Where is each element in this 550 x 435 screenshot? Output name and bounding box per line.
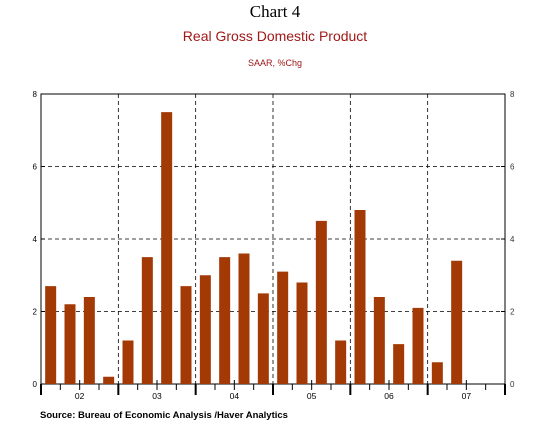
y-tick-label-left: 0 [33,380,38,389]
bar-02Q4 [103,376,115,384]
bar-05Q1 [277,271,289,384]
bar-03Q2 [141,257,153,384]
bar-02Q3 [83,297,95,384]
x-year-label: 02 [75,391,85,401]
bar-06Q3 [393,344,405,384]
bar-02Q1 [45,286,57,384]
bar-05Q4 [335,340,347,384]
bar-02Q2 [64,304,76,384]
chart-subtitle: SAAR, %Chg [247,58,303,68]
x-year-label: 06 [384,391,394,401]
x-year-label: 03 [152,391,162,401]
bar-04Q3 [238,253,250,384]
bar-04Q4 [257,293,269,384]
bar-06Q1 [354,210,366,384]
bar-07Q2 [451,260,463,384]
y-tick-label-left: 2 [33,308,38,317]
chart-title: Real Gross Domestic Product [182,28,368,44]
bar-03Q4 [180,286,192,384]
y-tick-label-right: 8 [510,90,515,99]
x-year-label: 04 [230,391,240,401]
x-year-label: 07 [462,391,472,401]
y-tick-label-left: 8 [33,90,38,99]
y-tick-label-right: 0 [510,380,515,389]
bar-04Q1 [199,275,211,384]
bar-03Q3 [161,112,173,384]
y-tick-label-right: 6 [510,163,515,172]
bar-series [45,112,463,384]
axes: 0 02 24 46 68 802 03 04 05 06 07 [33,90,515,401]
bar-06Q2 [373,297,385,384]
y-tick-label-left: 4 [33,235,38,244]
gridlines [41,94,505,384]
source-note: Source: Bureau of Economic Analysis /Hav… [40,410,288,421]
bar-07Q1 [431,362,443,384]
bar-04Q2 [219,257,231,384]
bar-03Q1 [122,340,134,384]
y-tick-label-right: 4 [510,235,515,244]
x-year-label: 05 [307,391,317,401]
bar-05Q2 [296,282,308,384]
bar-05Q3 [315,220,327,384]
y-tick-label-left: 6 [33,163,38,172]
chart-label: Chart 4 [249,2,301,21]
bar-06Q4 [412,307,424,384]
y-tick-label-right: 2 [510,308,515,317]
